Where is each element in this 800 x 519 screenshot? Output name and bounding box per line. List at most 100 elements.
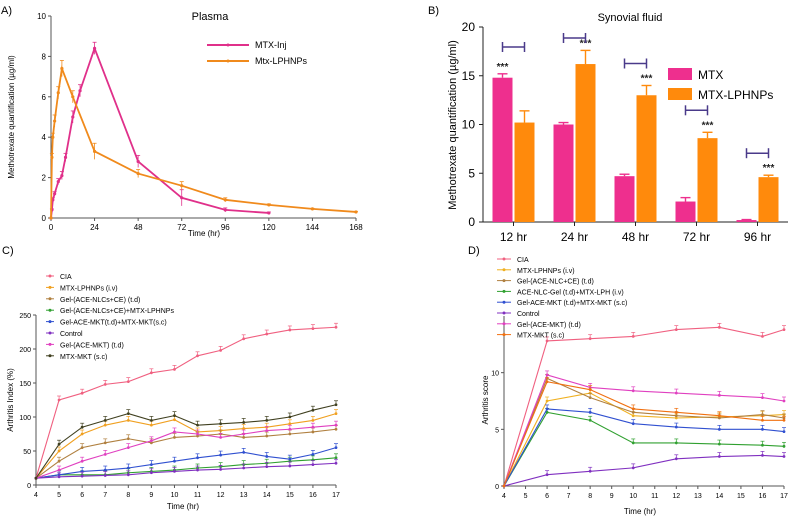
data-point bbox=[265, 419, 269, 422]
data-point bbox=[288, 328, 292, 332]
x-tick-label: 14 bbox=[263, 492, 271, 499]
data-point bbox=[311, 453, 315, 456]
legend-label: MTX-LPHNPs (i.v) bbox=[60, 285, 118, 292]
legend-label: Gel-ACE-MKT (t.d)+MTX-MKT (s.c) bbox=[517, 300, 627, 307]
y-tick-label: 5 bbox=[495, 427, 499, 434]
x-tick-label: 12 hr bbox=[500, 230, 527, 244]
data-point bbox=[267, 203, 271, 207]
data-point bbox=[311, 425, 315, 429]
legend-swatch bbox=[668, 88, 692, 100]
data-point bbox=[78, 89, 82, 93]
x-tick-label: 6 bbox=[545, 493, 549, 500]
data-point bbox=[149, 463, 153, 466]
panel-b-synovial-chart: B) Synovial fluid Methotrexate quantificat… bbox=[428, 5, 788, 244]
data-point bbox=[334, 427, 338, 431]
data-point bbox=[674, 328, 678, 331]
data-point bbox=[103, 382, 107, 386]
y-tick-label: 0 bbox=[495, 484, 499, 491]
data-point bbox=[631, 389, 635, 393]
series-line-2 bbox=[503, 377, 785, 487]
data-point bbox=[311, 408, 315, 412]
legend-marker bbox=[48, 285, 52, 289]
data-point bbox=[57, 468, 61, 472]
y-tick-label: 250 bbox=[19, 313, 31, 320]
data-point bbox=[334, 423, 338, 427]
legend-marker bbox=[502, 300, 506, 304]
series-line-7 bbox=[503, 381, 784, 487]
panel-label: A) bbox=[1, 5, 12, 17]
x-tick-label: 96 bbox=[221, 223, 230, 232]
data-point bbox=[334, 412, 338, 415]
x-tick-label: 120 bbox=[262, 223, 276, 232]
x-tick-label: 48 hr bbox=[622, 230, 649, 244]
data-point bbox=[334, 403, 338, 407]
data-point bbox=[126, 473, 130, 477]
data-point bbox=[136, 159, 140, 164]
x-tick-label: 7 bbox=[567, 493, 571, 500]
y-tick-label: 100 bbox=[19, 415, 31, 422]
legend-marker bbox=[226, 43, 230, 47]
data-point bbox=[782, 430, 786, 433]
data-point bbox=[57, 475, 61, 479]
series-line-1 bbox=[50, 65, 357, 219]
data-point bbox=[631, 335, 635, 338]
x-tick-label: 24 hr bbox=[561, 230, 588, 244]
data-point bbox=[354, 210, 358, 214]
panel-label: D) bbox=[468, 245, 480, 257]
data-point bbox=[196, 456, 199, 460]
data-point bbox=[265, 429, 269, 432]
x-tick-label: 11 bbox=[651, 493, 658, 500]
series-line-6 bbox=[35, 424, 337, 479]
data-point bbox=[196, 468, 199, 472]
legend-marker bbox=[502, 279, 506, 283]
x-tick-label: 13 bbox=[694, 493, 702, 500]
y-tick-label: 5 bbox=[468, 166, 475, 180]
x-tick-label: 15 bbox=[286, 492, 294, 499]
significance-label: *** bbox=[580, 38, 592, 49]
data-point bbox=[334, 325, 338, 329]
data-point bbox=[782, 444, 786, 448]
legend-label: Gel-ACE-MKT(t.d)+MTX-MKT(s.c) bbox=[60, 320, 167, 327]
bar-MTX-LPHNPs bbox=[514, 122, 535, 222]
data-point bbox=[219, 436, 223, 439]
series-line-5 bbox=[35, 462, 337, 479]
data-point bbox=[219, 348, 223, 352]
y-axis-label: Arthritis Index (%) bbox=[6, 368, 15, 432]
legend-label: MTX-MKT (s.c) bbox=[517, 333, 564, 340]
series-line-0 bbox=[35, 326, 337, 479]
legend-label: Control bbox=[517, 311, 540, 318]
legend-label: MTX-LPHNPs bbox=[698, 88, 773, 102]
series-line-3 bbox=[35, 457, 337, 479]
data-point bbox=[265, 434, 269, 438]
data-point bbox=[631, 422, 635, 426]
data-point bbox=[126, 412, 130, 415]
data-point bbox=[545, 373, 549, 377]
legend-label: ACE-NLC-Gel (t.d)+MTX-LPH (i.v) bbox=[517, 289, 624, 296]
data-point bbox=[267, 211, 271, 215]
x-tick-label: 48 bbox=[134, 223, 143, 232]
data-point bbox=[242, 432, 246, 436]
data-point bbox=[311, 419, 315, 422]
data-point bbox=[242, 421, 246, 424]
data-point bbox=[717, 393, 721, 397]
chart-title: Synovial fluid bbox=[598, 12, 663, 24]
data-point bbox=[311, 430, 315, 434]
data-point bbox=[265, 332, 269, 336]
data-point bbox=[242, 466, 246, 470]
data-point bbox=[545, 339, 549, 343]
y-tick-label: 0 bbox=[42, 214, 47, 223]
x-tick-label: 9 bbox=[149, 492, 153, 499]
data-point bbox=[242, 450, 246, 454]
series-line-1 bbox=[35, 413, 337, 479]
x-tick-label: 12 bbox=[672, 493, 680, 500]
x-tick-label: 15 bbox=[737, 493, 745, 500]
data-point bbox=[63, 155, 68, 159]
data-point bbox=[717, 325, 721, 329]
legend-label: MTX-LPHNPs (i.v) bbox=[517, 268, 575, 275]
panel-d-arthritis-score-chart: D) Arthritis score Time (hr) 0 5 10 4 5 6 7 8 9 10 11… bbox=[468, 245, 788, 516]
x-tick-label: 16 bbox=[309, 492, 317, 499]
data-point bbox=[149, 439, 153, 443]
x-tick-label: 17 bbox=[780, 493, 788, 500]
x-axis-label: Time (hr) bbox=[624, 507, 656, 516]
x-tick-label: 12 bbox=[217, 492, 225, 499]
